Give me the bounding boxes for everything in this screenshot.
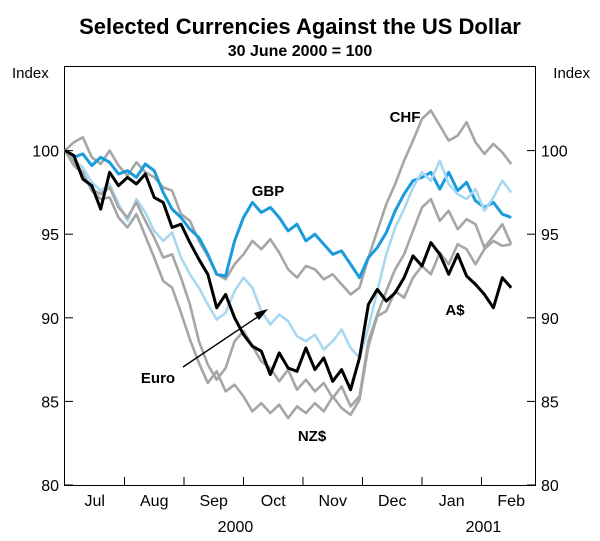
series-line-light-blue	[64, 149, 513, 360]
x-tick-label: Sep	[199, 493, 228, 510]
x-ticks: Jul Aug Sep Oct Nov Dec Jan Feb 2000 2001	[85, 477, 525, 536]
series-line-nz	[63, 149, 512, 420]
series-line-euro	[63, 149, 513, 408]
x-tick-label: Nov	[318, 493, 346, 510]
x-tick-label: Dec	[378, 493, 406, 510]
x-tick-label: Jan	[439, 493, 465, 510]
y-tick-label-left: 80	[41, 478, 59, 495]
chart-subtitle: 30 June 2000 = 100	[228, 43, 373, 60]
x-tick-label: Feb	[497, 493, 525, 510]
y-tick-label-right: 90	[541, 311, 559, 328]
annotation-label: NZ$	[298, 428, 327, 445]
y-ticks: 80 80 85 85 90 90 95 95 100 100	[32, 144, 568, 495]
euro-arrow-head	[254, 309, 268, 320]
annotation-label: Euro	[141, 370, 175, 387]
series-line-a	[64, 149, 513, 392]
y-tick-label-right: 85	[541, 394, 559, 411]
plot-frame	[64, 66, 536, 486]
annotation-label: CHF	[390, 109, 421, 126]
y-tick-label-right: 95	[541, 227, 559, 244]
y-axis-label-right: Index	[553, 65, 590, 82]
annotation-label: A$	[445, 302, 465, 319]
euro-arrow-line	[182, 313, 263, 368]
annotation-label: GBP	[252, 183, 285, 200]
chart-title: Selected Currencies Against the US Dolla…	[79, 14, 521, 39]
series-line-gbp	[64, 149, 512, 280]
y-tick-label-right: 80	[541, 478, 559, 495]
y-tick-label-left: 85	[41, 394, 59, 411]
annotations: CHF GBP Euro NZ$ A$	[141, 109, 465, 445]
x-tick-label: Oct	[261, 493, 286, 510]
x-tick-label: Jul	[85, 493, 105, 510]
y-tick-label-left: 100	[32, 144, 59, 161]
series-lines	[63, 109, 513, 420]
x-tick-label: Aug	[140, 493, 168, 510]
x-year-label: 2000	[218, 519, 254, 536]
y-axis-label-left: Index	[12, 65, 49, 82]
x-year-label: 2001	[466, 519, 502, 536]
series-line-chf	[64, 109, 513, 296]
y-tick-label-left: 90	[41, 311, 59, 328]
y-tick-label-left: 95	[41, 227, 59, 244]
y-tick-label-right: 100	[541, 144, 568, 161]
